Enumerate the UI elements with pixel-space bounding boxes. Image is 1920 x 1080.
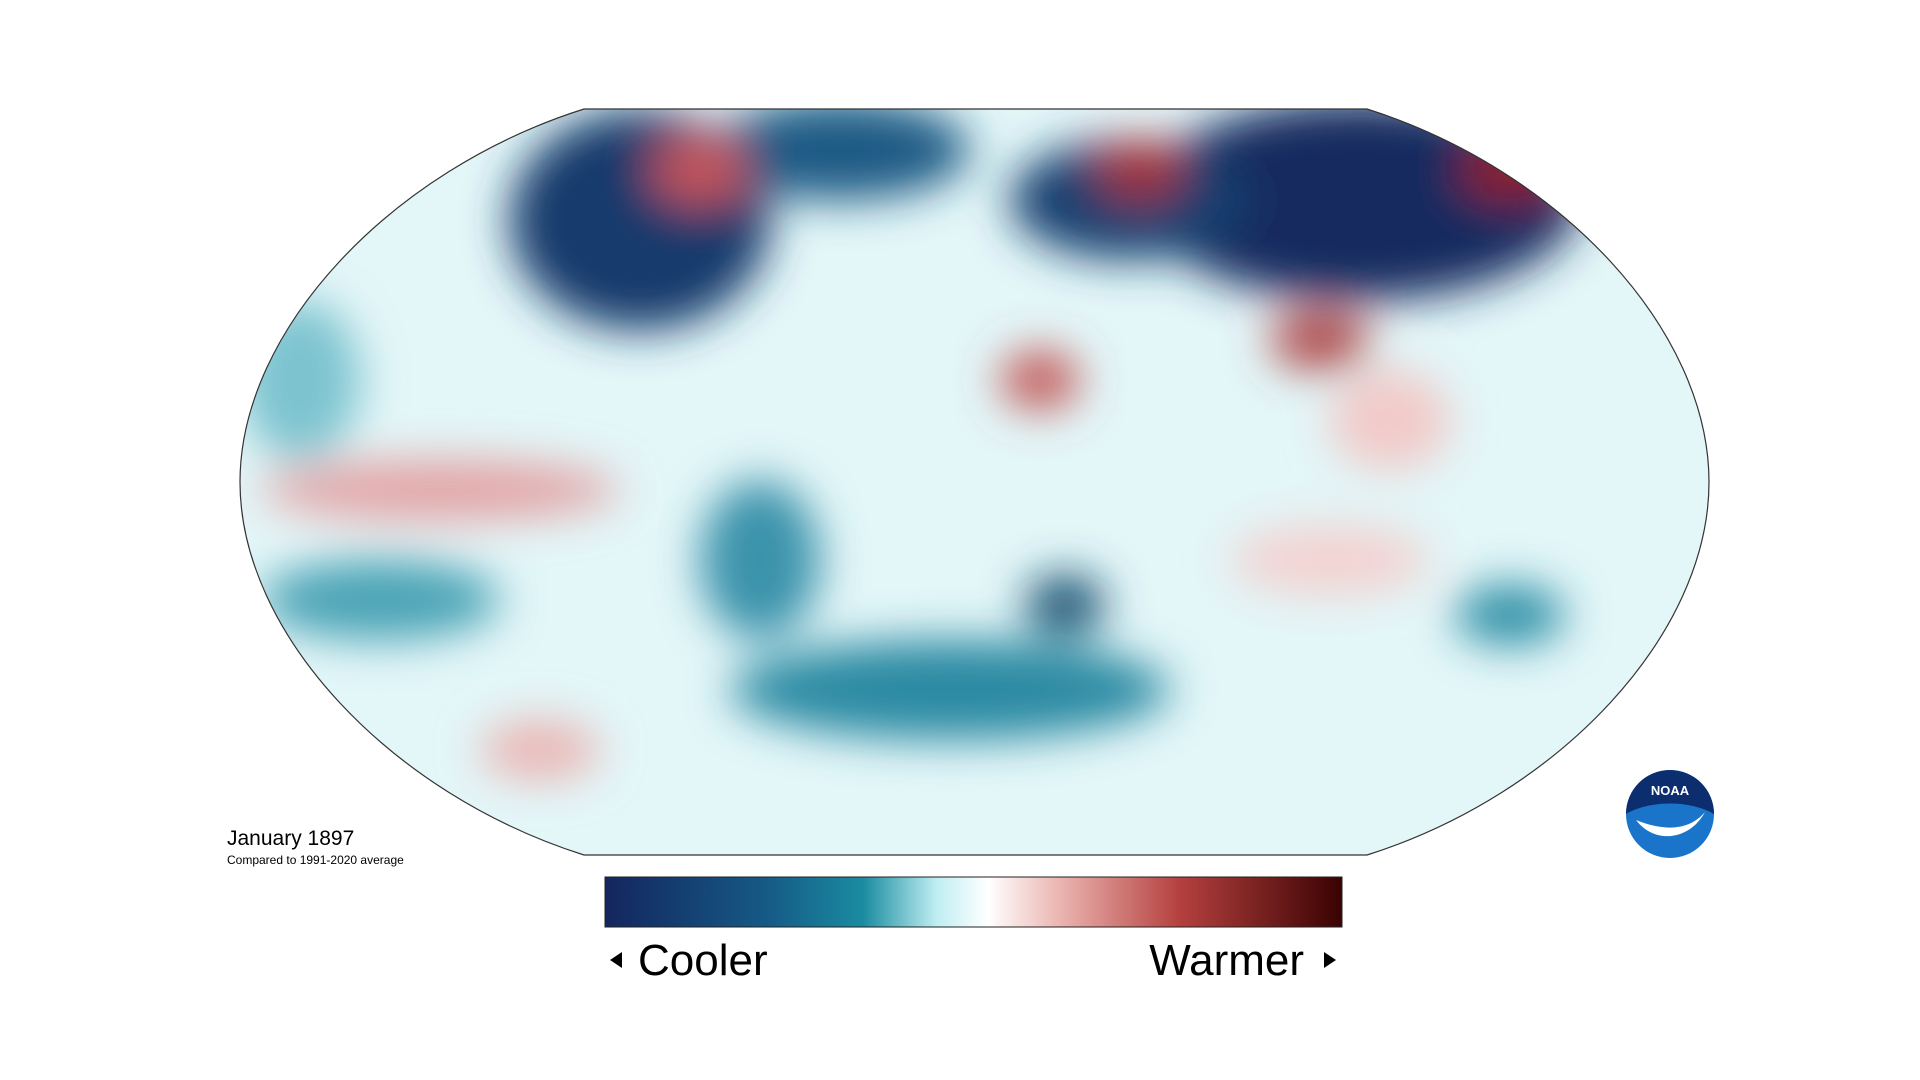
map-outline [239,108,1710,856]
logo-bird [1636,812,1705,837]
noaa-logo: NOAA [1626,770,1714,858]
anomaly-map [240,109,1709,855]
legend-high-label: Warmer [1149,936,1304,985]
anomaly-fields [240,109,1580,780]
cooler-arrow [610,952,622,968]
legend-low-label: Cooler [638,936,768,985]
map-subtitle: Compared to 1991-2020 average [227,853,404,867]
color-bar [604,876,1343,928]
warmer-arrow [1324,952,1336,968]
logo-top [1626,770,1714,814]
logo-text: NOAA [1651,783,1690,798]
map-title: January 1897 [227,827,354,850]
